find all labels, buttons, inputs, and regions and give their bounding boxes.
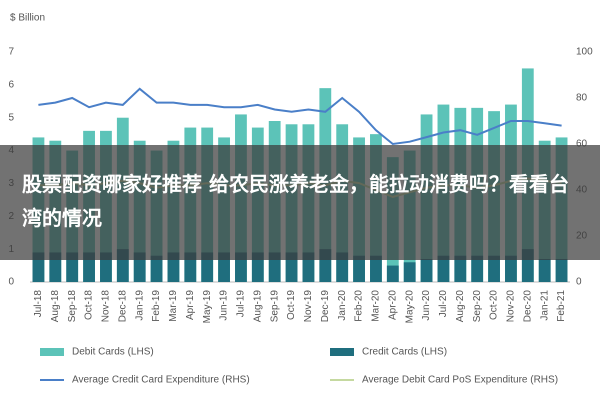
bar: [437, 255, 450, 282]
bar: [49, 252, 62, 282]
x-tick-label: Apr-20: [387, 290, 398, 320]
y-tick-label: 7: [8, 47, 14, 58]
x-tick-label: Aug-20: [455, 290, 466, 323]
bar: [268, 252, 281, 282]
bar: [302, 252, 315, 282]
x-tick-label: Nov-18: [101, 290, 112, 323]
legend-swatch: [330, 348, 354, 356]
bar: [150, 255, 163, 282]
x-tick-label: Dec-20: [522, 290, 533, 323]
x-tick-label: Sep-20: [472, 290, 483, 323]
x-tick-label: Jan-20: [337, 290, 348, 321]
bar: [167, 252, 180, 282]
bar: [285, 252, 298, 282]
bar: [488, 255, 500, 282]
bar: [521, 249, 534, 282]
x-tick-label: Aug-19: [252, 290, 263, 323]
x-tick-label: Jun-19: [219, 290, 230, 321]
bar: [319, 249, 332, 282]
x-tick-label: Jan-21: [539, 290, 550, 321]
y-tick-label: 0: [8, 277, 14, 288]
bar: [116, 249, 129, 282]
y2-tick-label: 60: [576, 139, 588, 150]
bar: [386, 265, 399, 282]
bar: [133, 252, 146, 282]
bar: [420, 259, 433, 282]
legend-swatch: [40, 348, 64, 356]
x-tick-label: Mar-19: [168, 290, 179, 322]
line: [38, 87, 562, 146]
y2-tick-label: 80: [576, 93, 588, 104]
x-tick-label: Apr-19: [185, 290, 196, 320]
x-tick-label: Aug-18: [50, 290, 61, 323]
x-tick-label: Jun-20: [421, 290, 432, 321]
bar: [555, 259, 568, 282]
legend-label: Average Credit Card Expenditure (RHS): [72, 375, 250, 386]
legend-label: Credit Cards (LHS): [362, 347, 447, 358]
bar: [83, 252, 95, 282]
x-tick-label: Sep-18: [67, 290, 78, 323]
x-tick-label: Jan-19: [134, 290, 145, 321]
x-tick-label: Feb-19: [151, 290, 162, 322]
overlay-text: 股票配资哪家好推荐 给农民涨养老金，能拉动消费吗？看看台湾的情况: [22, 172, 569, 230]
bar: [235, 252, 247, 282]
bar: [218, 252, 230, 282]
x-tick-label: Jul-20: [438, 290, 449, 318]
bar: [66, 252, 79, 282]
bar: [336, 252, 349, 282]
x-tick-label: Dec-18: [117, 290, 128, 323]
x-tick-label: Sep-19: [269, 290, 280, 323]
chart-title: $ Billion: [10, 13, 45, 24]
x-tick-label: Nov-19: [303, 290, 314, 323]
x-tick-label: Jul-18: [33, 290, 44, 318]
y-tick-label: 5: [8, 112, 14, 123]
x-tick-label: Oct-19: [286, 290, 297, 320]
x-tick-label: May-20: [404, 290, 415, 324]
x-tick-label: Dec-19: [320, 290, 331, 323]
y-tick-label: 6: [8, 79, 14, 90]
bar: [100, 252, 112, 282]
legend-label: Debit Cards (LHS): [72, 347, 154, 358]
x-tick-label: Mar-20: [371, 290, 382, 322]
bar: [201, 252, 214, 282]
x-tick-label: Oct-18: [84, 290, 95, 320]
bar: [353, 255, 365, 282]
y2-tick-label: 100: [576, 47, 593, 58]
x-tick-label: Oct-20: [489, 290, 500, 320]
x-tick-label: Feb-21: [556, 290, 567, 322]
bar: [538, 259, 551, 282]
legend-label: Average Debit Card PoS Expenditure (RHS): [362, 375, 558, 386]
bar: [370, 255, 382, 282]
bar: [32, 252, 45, 282]
bar: [251, 252, 264, 282]
bar: [471, 255, 484, 282]
x-tick-label: May-19: [202, 290, 213, 324]
y2-tick-label: 0: [576, 277, 582, 288]
x-tick-label: Jul-19: [236, 290, 247, 318]
overlay-banner: 股票配资哪家好推荐 给农民涨养老金，能拉动消费吗？看看台湾的情况: [0, 145, 600, 260]
bar: [505, 255, 517, 282]
x-tick-label: Feb-20: [354, 290, 365, 322]
bar: [184, 252, 197, 282]
bar: [403, 262, 416, 282]
bar: [454, 255, 467, 282]
x-tick-label: Nov-20: [506, 290, 517, 323]
